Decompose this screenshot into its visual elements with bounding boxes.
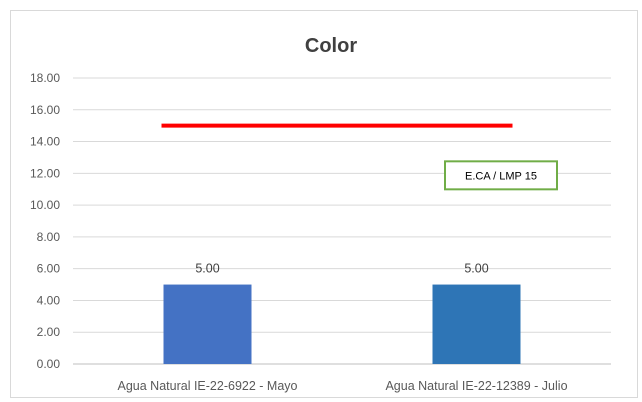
data-label: 5.00 <box>195 262 219 276</box>
bar <box>163 284 252 364</box>
y-tick-label: 18.00 <box>30 71 60 85</box>
bar-layer: 5.00 Agua Natural IE-22-6922 - Mayo 5.00 Ag… <box>118 262 568 393</box>
bar <box>432 284 521 364</box>
annotation-label: E.CA / LMP 15 <box>465 170 537 182</box>
category-label: Agua Natural IE-22-6922 - Mayo <box>118 379 298 393</box>
chart-svg: Color 0.00 2.00 4.00 6.00 8.00 10.00 12.00 14.0… <box>30 35 611 393</box>
y-tick-label: 8.00 <box>37 230 61 244</box>
grid-layer: 0.00 2.00 4.00 6.00 8.00 10.00 12.00 14.00 16.00… <box>30 71 611 371</box>
chart-area: Color 0.00 2.00 4.00 6.00 8.00 10.00 12.00 14.0… <box>10 10 638 398</box>
data-label: 5.00 <box>464 262 488 276</box>
y-tick-label: 14.00 <box>30 135 60 149</box>
annotation-layer: E.CA / LMP 15 <box>444 160 558 191</box>
y-tick-label: 4.00 <box>37 293 61 307</box>
y-tick-label: 10.00 <box>30 198 60 212</box>
annotation-box <box>444 160 558 191</box>
y-tick-label: 6.00 <box>37 262 61 276</box>
chart-title: Color <box>305 35 357 57</box>
y-tick-label: 12.00 <box>30 166 60 180</box>
y-tick-label: 2.00 <box>37 325 61 339</box>
y-tick-label: 16.00 <box>30 103 60 117</box>
y-tick-label: 0.00 <box>37 357 61 371</box>
category-label: Agua Natural IE-22-12389 - Julio <box>385 379 567 393</box>
